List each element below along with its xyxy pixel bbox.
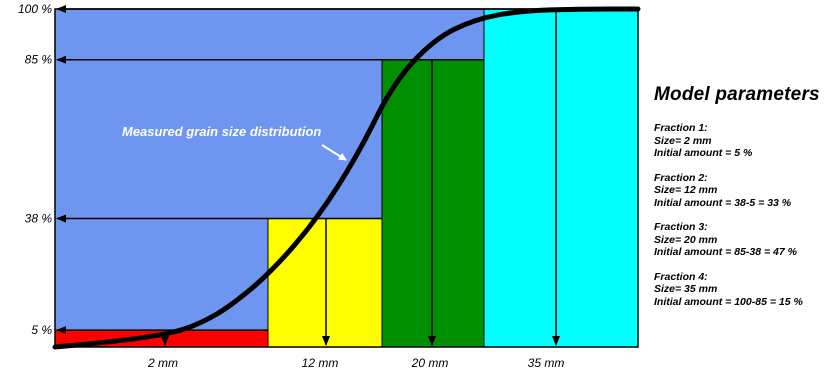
fraction-3-name: Fraction 3: — [654, 221, 708, 233]
y-tick-label-2: 38 % — [25, 212, 53, 226]
fraction-1-amount: Initial amount = 5 % — [654, 147, 753, 159]
fraction-4-size: Size= 35 mm — [654, 283, 718, 295]
plot-area: Measured grain size distribution 5 % 38 % 8… — [18, 2, 641, 370]
curve-label: Measured grain size distribution — [122, 124, 321, 139]
x-category-label-3: 20 mm — [411, 356, 449, 370]
curve-label-arrow — [321, 144, 347, 161]
fraction-2-amount: Initial amount = 38-5 = 33 % — [654, 196, 792, 209]
fraction-4: Fraction 4: Size= 35 mm Initial amount =… — [654, 271, 836, 309]
fraction-3-size: Size= 20 mm — [654, 233, 718, 246]
fraction-3-amount: Initial amount = 85-38 = 47 % — [654, 246, 797, 258]
y-tick-label-3: 85 % — [25, 53, 53, 67]
x-category-label-4: 35 mm — [528, 356, 565, 370]
fraction-2-name: Fraction 2: — [654, 171, 708, 184]
bar-2 — [267, 218, 383, 348]
grain-size-curve — [52, 6, 641, 350]
bar-3 — [381, 59, 485, 348]
bar-4 — [483, 8, 639, 348]
model-parameters-panel: Model parameters Fraction 1: Size= 2 mm … — [652, 84, 836, 320]
fraction-2-size: Size= 12 mm — [654, 184, 718, 196]
y-tick-label-1: 5 % — [31, 323, 52, 337]
fraction-4-amount: Initial amount = 100-85 = 15 % — [654, 295, 803, 308]
fraction-2: Fraction 2: Size= 12 mm Initial amount =… — [654, 172, 836, 210]
fraction-4-name: Fraction 4: — [654, 270, 708, 283]
grain-size-chart: Measured grain size distribution 5 % 38 % 8… — [18, 2, 641, 370]
x-category-label-1: 2 mm — [147, 356, 178, 370]
fraction-3: Fraction 3: Size= 20 mm Initial amount =… — [654, 221, 836, 259]
x-category-label-2: 12 mm — [302, 356, 339, 370]
fraction-1: Fraction 1: Size= 2 mm Initial amount = … — [654, 122, 836, 160]
fraction-1-name: Fraction 1: — [654, 122, 708, 134]
fraction-1-size: Size= 2 mm — [654, 134, 712, 147]
y-tick-label-4: 100 % — [18, 2, 52, 16]
panel-title: Model parameters — [654, 84, 820, 105]
